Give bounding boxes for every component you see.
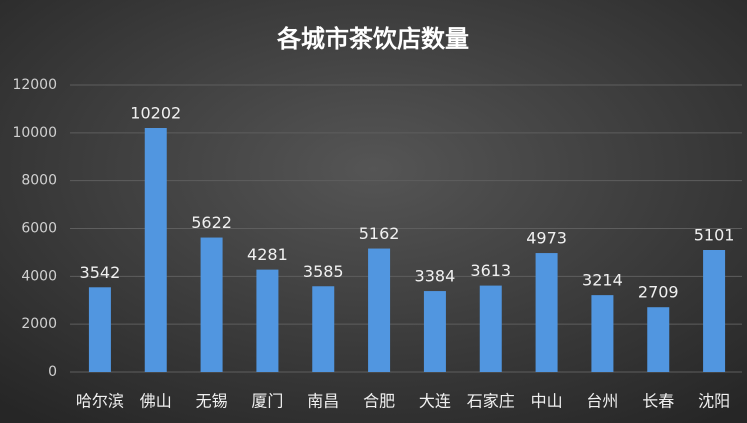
bar [479,285,502,372]
value-label: 4973 [526,229,567,248]
bar [88,287,111,372]
bar [312,286,335,372]
x-tick-label: 台州 [586,392,618,411]
x-tick-label: 无锡 [196,392,228,411]
value-label: 4281 [247,245,288,264]
y-tick-label: 0 [48,364,57,380]
value-label: 5162 [359,224,400,243]
y-tick-label: 10000 [12,125,57,141]
bar [535,253,558,372]
x-tick-label: 厦门 [251,392,283,411]
value-label: 5622 [191,213,232,232]
value-label: 3613 [470,261,511,280]
x-tick-label: 南昌 [307,392,339,411]
bar [591,295,614,372]
value-label: 10202 [130,104,181,123]
bar [200,237,223,372]
value-label: 5101 [694,226,735,245]
x-tick-label: 哈尔滨 [76,392,124,411]
x-tick-label: 佛山 [140,392,172,411]
x-tick-label: 石家庄 [467,392,515,411]
value-label: 2709 [638,283,679,302]
chart-title: 各城市茶饮店数量 [276,25,469,53]
y-tick-label: 2000 [21,316,57,332]
value-label: 3585 [303,262,344,281]
bar [368,248,391,372]
bar [256,269,279,372]
value-label: 3384 [415,267,456,286]
value-label: 3214 [582,271,623,290]
y-tick-label: 8000 [21,173,57,189]
x-tick-label: 中山 [531,392,563,411]
y-tick-label: 6000 [21,221,57,237]
x-tick-label: 合肥 [363,392,395,411]
y-tick-label: 4000 [21,268,57,284]
bar [423,291,446,372]
value-label: 3542 [80,263,121,282]
x-tick-label: 大连 [419,392,451,411]
bar [144,128,167,372]
bar [647,307,670,372]
bar [703,250,726,372]
y-tick-label: 12000 [12,77,57,93]
x-tick-label: 沈阳 [698,392,730,411]
x-tick-label: 长春 [642,392,674,411]
